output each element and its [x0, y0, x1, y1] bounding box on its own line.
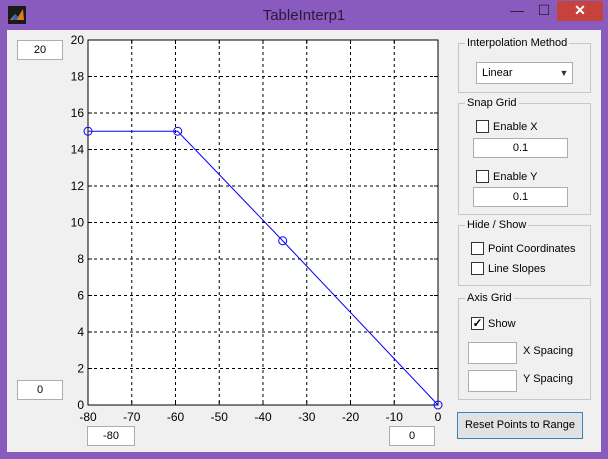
y-min-input[interactable]: 0 — [17, 380, 63, 400]
point-coordinates-label: Point Coordinates — [488, 243, 576, 255]
y-max-input[interactable]: 20 — [17, 40, 63, 60]
y-tick-label: 20 — [71, 33, 85, 47]
x-tick-label: -50 — [211, 410, 229, 424]
y-tick-label: 0 — [77, 398, 84, 412]
show-grid-checkbox[interactable]: ✓ — [471, 317, 484, 330]
y-tick-label: 10 — [71, 216, 85, 230]
x-tick-label: -80 — [79, 410, 97, 424]
point-coordinates-checkbox[interactable] — [471, 242, 484, 255]
figure-client-area: 20 0 -80 0 -80 -70 -60 -50 -40 -30 -20 -10 0 0 2 4 6… — [7, 30, 601, 452]
snap-y-input[interactable]: 0.1 — [473, 187, 568, 207]
title-bar[interactable]: TableInterp1 — ☐ ✕ — [0, 0, 608, 30]
x-tick-label: -70 — [123, 410, 141, 424]
y-tick-label: 6 — [77, 289, 84, 303]
hide-show-title: Hide / Show — [465, 218, 529, 232]
snap-x-input[interactable]: 0.1 — [473, 138, 568, 158]
maximize-button[interactable]: ☐ — [537, 2, 551, 18]
enable-x-label: Enable X — [493, 121, 538, 133]
data-point[interactable] — [433, 400, 443, 410]
y-tick-label: 4 — [77, 325, 84, 339]
axis-grid-title: Axis Grid — [465, 291, 514, 305]
y-spacing-label: Y Spacing — [523, 373, 573, 385]
x-spacing-input[interactable] — [468, 342, 517, 364]
snap-grid-panel: Snap Grid Enable X 0.1 Enable Y 0.1 — [458, 96, 591, 215]
hide-show-panel: Hide / Show Point Coordinates Line Slope… — [458, 218, 591, 286]
y-spacing-input[interactable] — [468, 370, 517, 392]
minimize-button[interactable]: — — [510, 2, 524, 18]
checkmark-icon: ✓ — [472, 316, 483, 330]
y-tick-label: 12 — [71, 179, 85, 193]
line-slopes-checkbox[interactable] — [471, 262, 484, 275]
x-max-input[interactable]: 0 — [389, 426, 435, 446]
close-button[interactable]: ✕ — [557, 1, 603, 21]
data-point[interactable] — [278, 236, 288, 246]
y-tick-label: 8 — [77, 252, 84, 266]
x-tick-label: -10 — [386, 410, 404, 424]
interpolation-method-value: Linear — [482, 67, 513, 79]
plot-axes[interactable]: -80 -70 -60 -50 -40 -30 -20 -10 0024681012141618… — [7, 30, 457, 452]
x-tick-label: -30 — [298, 410, 316, 424]
show-grid-label: Show — [488, 318, 516, 330]
enable-y-checkbox[interactable] — [476, 170, 489, 183]
x-tick-label: -60 — [167, 410, 185, 424]
chevron-down-icon[interactable]: ▼ — [559, 68, 569, 78]
data-point[interactable] — [83, 126, 93, 136]
interpolation-method-select[interactable]: Linear ▼ — [476, 62, 573, 84]
y-tick-label: 18 — [71, 70, 85, 84]
matlab-icon — [8, 6, 26, 24]
y-tick-label: 2 — [77, 362, 84, 376]
axis-grid-panel: Axis Grid ✓ Show X Spacing Y Spacing — [458, 291, 591, 400]
x-spacing-label: X Spacing — [523, 345, 574, 357]
x-tick-label: -20 — [342, 410, 360, 424]
enable-x-checkbox[interactable] — [476, 120, 489, 133]
interp-line — [88, 130, 439, 406]
y-tick-label: 14 — [71, 143, 85, 157]
x-min-input[interactable]: -80 — [87, 426, 135, 446]
line-slopes-label: Line Slopes — [488, 263, 546, 275]
x-tick-label: 0 — [435, 410, 442, 424]
y-tick-label: 16 — [71, 106, 85, 120]
snap-grid-title: Snap Grid — [465, 96, 519, 110]
enable-y-label: Enable Y — [493, 171, 538, 183]
window-title: TableInterp1 — [262, 7, 346, 24]
interpolation-method-title: Interpolation Method — [465, 36, 570, 50]
x-tick-label: -40 — [254, 410, 272, 424]
data-point[interactable] — [173, 126, 183, 136]
reset-points-button[interactable]: Reset Points to Range — [457, 412, 583, 439]
interpolation-method-panel: Interpolation Method Linear ▼ — [458, 36, 591, 93]
